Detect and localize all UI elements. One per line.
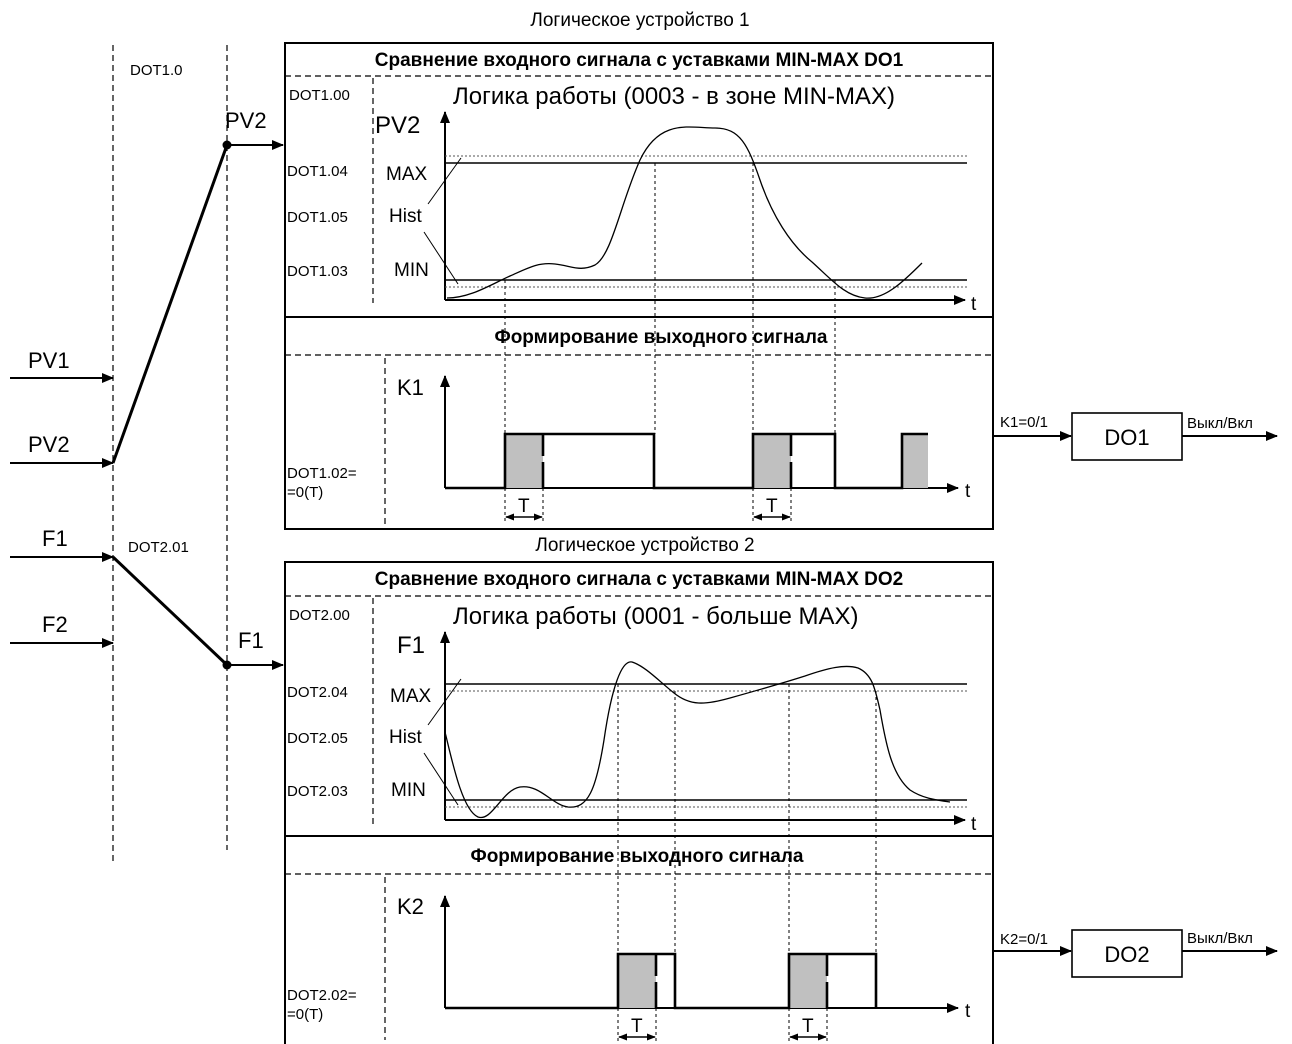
input-pv2-label: PV2 [28,432,70,457]
selector-1-switch [111,144,229,464]
device-1-output-y-axis-label: K1 [397,375,424,400]
device-1-delay-area-1 [505,434,543,488]
device-2-x-axis-label: t [971,814,977,835]
device-2-output-pulse [445,952,878,1010]
device-1-relay-label: DO1 [1104,425,1149,450]
device-2-caption: Логическое устройство 2 [535,535,754,556]
device-2-hist-label: Hist [389,727,422,748]
device-2-t2-label: T [802,1016,814,1037]
device-2-header: Сравнение входного сигнала с уставками M… [375,569,903,590]
device-2-delay-area-2 [789,954,827,1008]
device-2-min-label: MIN [391,780,426,801]
device-2-min-param: DOT2.03 [287,783,348,800]
device-1-output-x-axis-label: t [965,481,971,502]
selector-2-param: DOT2.01 [128,539,189,556]
device-2-y-axis-label: F1 [397,632,425,659]
device-2-logic-title: Логика работы (0001 - больше MAX) [453,603,859,630]
device-2-output-x-axis-label: t [965,1001,971,1022]
device-1-caption: Логическое устройство 1 [530,10,749,31]
device-2-relay-label: DO2 [1104,942,1149,967]
device-2-output-header: Формирование выходного сигнала [470,846,803,867]
logic-device-1: Логическое устройство 1 Сравнение входно… [284,10,1278,530]
device-1-t2-label: T [766,496,778,517]
selector-1-output-label: PV2 [225,108,267,133]
device-1-delay-area-2 [753,434,791,488]
selector-2-switch [111,555,229,667]
device-2-relay-box [1071,929,1183,978]
device-2-relay-input-label: K2=0/1 [1000,931,1048,948]
device-1-signal-curve [446,126,923,299]
input-section: DOT1.0 DOT2.01 PV1 PV2 F1 F2 PV2 F1 [10,45,284,865]
device-1-relay-output-label: Выкл/Вкл [1187,415,1253,432]
device-1-logic-param: DOT1.00 [289,87,350,104]
device-2-max-param: DOT2.04 [287,684,348,701]
device-1-hist-param: DOT1.05 [287,209,348,226]
device-1-header: Сравнение входного сигнала с уставками M… [375,50,904,71]
device-2-delay-param: DOT2.02= [287,987,357,1004]
device-2-delay-area-1 [618,954,656,1008]
device-2-box [284,561,994,1044]
device-1-delay-param-value: =0(T) [287,484,323,501]
device-1-delay-param: DOT1.02= [287,465,357,482]
device-1-x-axis-label: t [971,294,977,315]
input-f1-label: F1 [42,526,68,551]
device-2-hist-pointer-min [423,752,459,806]
device-1-max-label: MAX [386,164,428,185]
device-2-logic-param: DOT2.00 [289,607,350,624]
selector-1-param: DOT1.0 [130,62,183,79]
device-1-hist-pointer-max [427,157,462,205]
device-1-box [284,42,994,530]
input-pv1-label: PV1 [28,348,70,373]
device-2-max-label: MAX [390,686,432,707]
device-1-hist-pointer-min [423,231,459,285]
input-f2-label: F2 [42,612,68,637]
device-2-output-y-axis-label: K2 [397,894,424,919]
device-2-delay-param-value: =0(T) [287,1006,323,1023]
device-1-min-param: DOT1.03 [287,263,348,280]
device-1-output-header: Формирование выходного сигнала [494,327,827,348]
device-2-t1-label: T [631,1016,643,1037]
device-1-min-label: MIN [394,260,429,281]
selector-2-output-label: F1 [238,628,264,653]
device-1-y-axis-label: PV2 [375,112,420,139]
device-2-hist-param: DOT2.05 [287,730,348,747]
device-2-hist-pointer-max [427,678,462,726]
device-2-relay-output-label: Выкл/Вкл [1187,930,1253,947]
device-1-delay-area-3 [902,434,928,488]
device-1-max-param: DOT1.04 [287,163,348,180]
logic-device-2: Логическое устройство 2 Сравнение входно… [284,535,1278,1044]
device-1-output-pulse [445,432,928,490]
device-1-hist-label: Hist [389,206,422,227]
device-1-logic-title: Логика работы (0003 - в зоне MIN-MAX) [453,83,895,110]
device-1-relay-input-label: K1=0/1 [1000,414,1048,431]
device-2-signal-curve [444,661,951,819]
device-1-t1-label: T [518,496,530,517]
